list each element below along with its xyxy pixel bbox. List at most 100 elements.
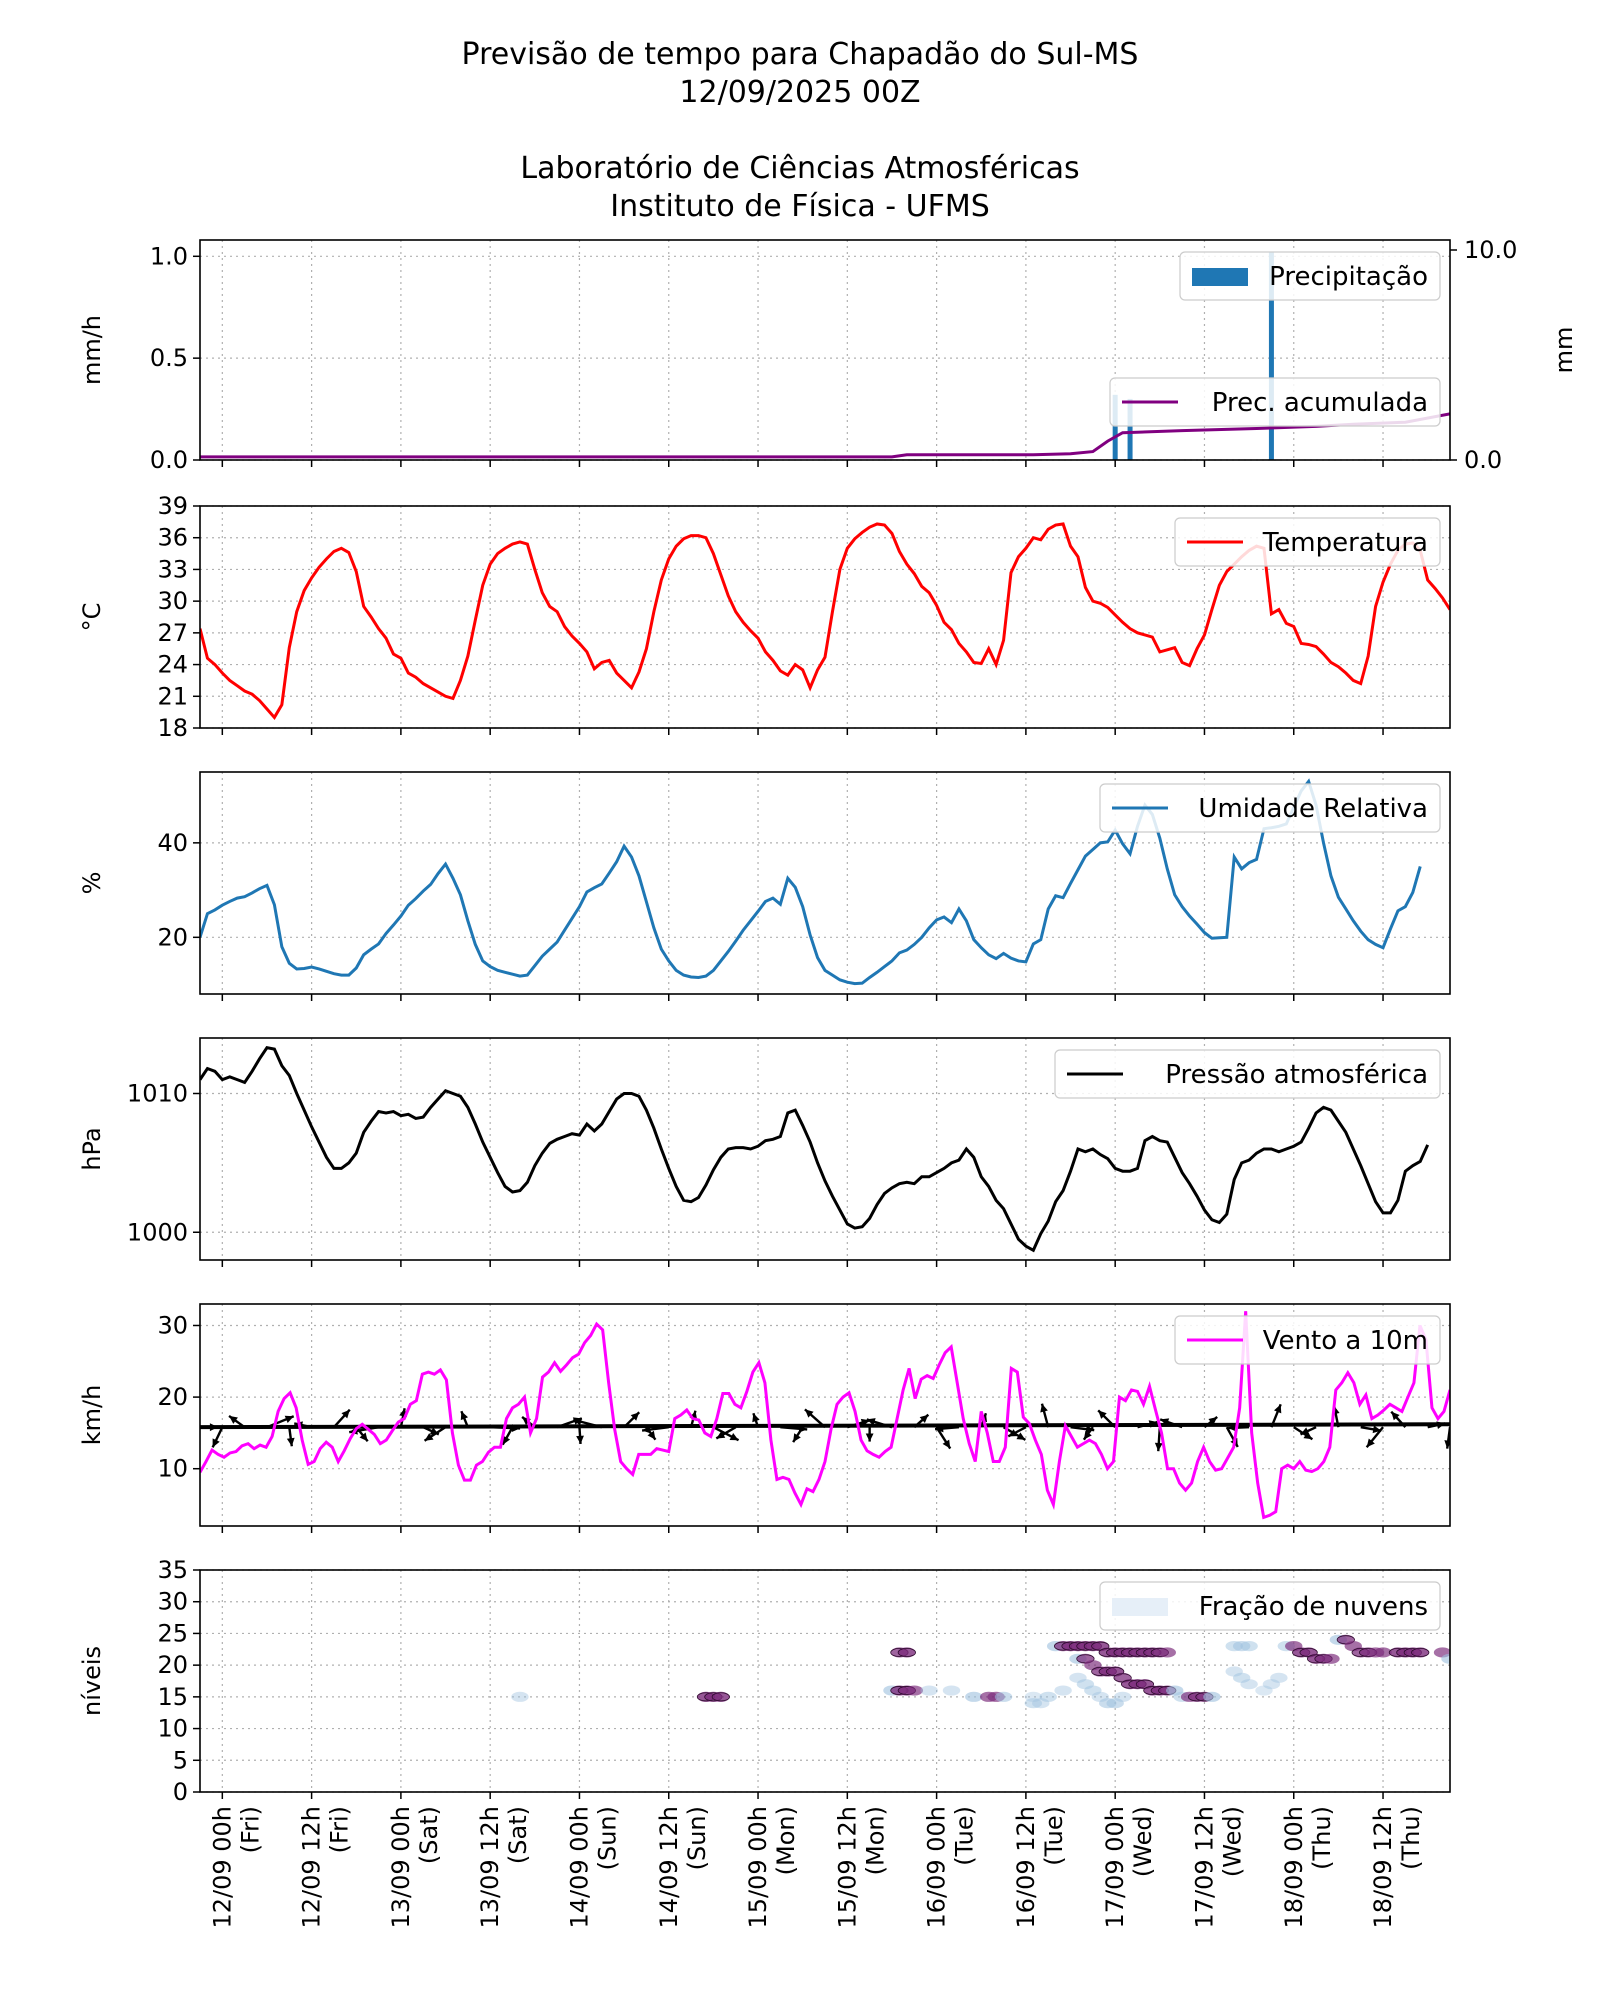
x-tick-label-date: 16/09 00h — [923, 1806, 951, 1929]
cloud-cell — [1255, 1685, 1273, 1696]
wind-arrow-head — [942, 1439, 951, 1449]
legend-pressure: Pressão atmosférica — [1054, 1049, 1441, 1099]
precip-bar — [1112, 394, 1118, 460]
y-right-tick-label: 0.0 — [1464, 446, 1502, 474]
cloud-cell — [1270, 1672, 1288, 1683]
cloud-cell — [1032, 1698, 1050, 1709]
panel-frame — [199, 1303, 1451, 1527]
x-tick-label-group: 15/09 12h (Mon) — [833, 1806, 889, 1929]
y-tick-label: 1.0 — [150, 242, 188, 270]
plot-area-pressure — [200, 1046, 1430, 1253]
y-tick-label: 20 — [157, 1383, 188, 1411]
x-tick-label-day: (Fri) — [236, 1806, 264, 1853]
x-tick-label-day: (Sun) — [683, 1806, 711, 1870]
wind-arrow-head — [1098, 1410, 1107, 1419]
cloud-cell — [1464, 1673, 1481, 1683]
legend-box — [1054, 1049, 1441, 1099]
panel-frame — [199, 1037, 1451, 1261]
y-tick-label: 25 — [157, 1619, 188, 1647]
legend-rh: Umidade Relativa — [1099, 783, 1441, 833]
legend-box — [1099, 1581, 1441, 1631]
y-right-tick-label: 10.0 — [1464, 236, 1517, 264]
y-tick-label: 21 — [157, 682, 188, 710]
x-tick-label-group: 12/09 12h (Fri) — [298, 1806, 354, 1929]
wind-arrow-head — [919, 1414, 929, 1423]
cloud-contour — [1486, 1693, 1503, 1701]
x-tick-label-group: 13/09 12h (Sat) — [476, 1806, 532, 1929]
x-tick-label-date: 12/09 12h — [298, 1806, 326, 1929]
wind-arrow-head — [1366, 1438, 1375, 1448]
cloud-cell — [1374, 1647, 1392, 1658]
x-tick-label-date: 13/09 00h — [387, 1806, 415, 1929]
y-tick-label: 0.0 — [150, 446, 188, 474]
cloud-cell — [898, 1647, 916, 1658]
y-tick-label: 1010 — [127, 1080, 188, 1108]
chart-subtitle-line2: Instituto de Física - UFMS — [610, 189, 990, 224]
legend-precip: Precipitação Prec. acumulada — [1109, 251, 1441, 427]
cloud-cell — [994, 1691, 1013, 1702]
x-tick-label-date: 15/09 12h — [833, 1806, 861, 1929]
x-tick-label-group: 16/09 00h (Tue) — [923, 1806, 979, 1929]
wind-arrow-head — [716, 1431, 726, 1439]
legend-label: Prec. acumulada — [1212, 388, 1428, 418]
cloud-cell — [1165, 1685, 1184, 1696]
cloud-cell — [1486, 1660, 1503, 1670]
wind-vectors — [200, 1403, 1450, 1452]
cloud-cell — [712, 1691, 730, 1702]
wind-series-line — [200, 1311, 1450, 1520]
y-tick-label: 36 — [157, 524, 188, 552]
x-tick-label-group: 15/09 00h (Mon) — [744, 1806, 800, 1929]
time-axis: 12/09 00h (Fri) 12/09 12h (Fri) 13/09 00h (Sa… — [208, 1806, 1425, 1929]
y-tick-label: 24 — [157, 651, 188, 679]
y-tick-label: 30 — [157, 1588, 188, 1616]
wind-arrow-head — [1016, 1432, 1026, 1440]
legend-box — [1099, 783, 1441, 833]
y-tick-label: 10 — [157, 1455, 188, 1483]
cloud-cell — [1411, 1647, 1429, 1658]
chart-title-line1: Previsão de tempo para Chapadão do Sul-M… — [462, 37, 1139, 72]
panel-frame — [199, 239, 1451, 461]
wind-arrow-head — [729, 1433, 739, 1441]
wind-arrow-head — [865, 1433, 874, 1442]
wind-arrow-head — [752, 1413, 760, 1423]
panel-rh: 20 40% Umidade Relativa — [78, 771, 1451, 1001]
wind-arrow-head — [212, 1438, 220, 1448]
legend-label: Precipitação — [1269, 262, 1428, 292]
wind-arrow-head — [1274, 1404, 1282, 1414]
legend-wind: Vento a 10m — [1174, 1315, 1441, 1365]
cloud-cell — [1069, 1672, 1087, 1683]
cloud-cell — [1478, 1666, 1495, 1676]
wind-arrow-head — [1303, 1431, 1313, 1440]
x-tick-label-day: (Mon) — [772, 1806, 800, 1875]
wind-arrow-head — [286, 1437, 295, 1447]
cloud-cell — [1203, 1691, 1221, 1702]
cloud-contour — [1411, 1647, 1430, 1657]
x-tick-label-date: 18/09 12h — [1369, 1806, 1397, 1929]
cloud-cells — [511, 1634, 1503, 1709]
panel-cloud: 0 5 10 15 20 25 30 35 níveis Fração de nuvens — [78, 1556, 1503, 1806]
x-tick-label-date: 18/09 00h — [1280, 1806, 1308, 1929]
y-axis-label: hPa — [78, 1127, 106, 1170]
y-tick-label: 30 — [157, 587, 188, 615]
wind-arrow-head — [1391, 1411, 1400, 1421]
x-tick-label-day: (Fri) — [326, 1806, 354, 1853]
y-axis-label: km/h — [78, 1385, 106, 1446]
x-tick-label-group: 16/09 12h (Tue) — [1012, 1806, 1068, 1929]
cloud-contour — [1478, 1686, 1495, 1694]
cloud-cell — [1240, 1679, 1258, 1690]
cloud-cell — [1232, 1641, 1251, 1652]
meteogram-panels: 0.0 0.5 1.0 mm/h 0.0 10.0 mm Precipitação Prec. … — [78, 236, 1578, 1806]
legend-label: Umidade Relativa — [1198, 794, 1428, 824]
panel-frame — [199, 1569, 1451, 1793]
wind-arrow-head — [229, 1415, 238, 1424]
panel-temp: 18 21 24 27 30 33 36 39 °C Temperatura — [78, 492, 1451, 742]
x-tick-label-group: 18/09 00h (Thu) — [1280, 1806, 1336, 1929]
cloud-cell — [1232, 1672, 1251, 1683]
wind-arrow-head — [284, 1415, 294, 1423]
y-tick-label: 10 — [157, 1715, 188, 1743]
cloud-contour — [897, 1647, 916, 1657]
legend-label: Vento a 10m — [1263, 1326, 1428, 1356]
cloud-cell — [1225, 1666, 1243, 1677]
wind-arrow-head — [804, 1409, 814, 1418]
cloud-cell — [1471, 1679, 1488, 1689]
